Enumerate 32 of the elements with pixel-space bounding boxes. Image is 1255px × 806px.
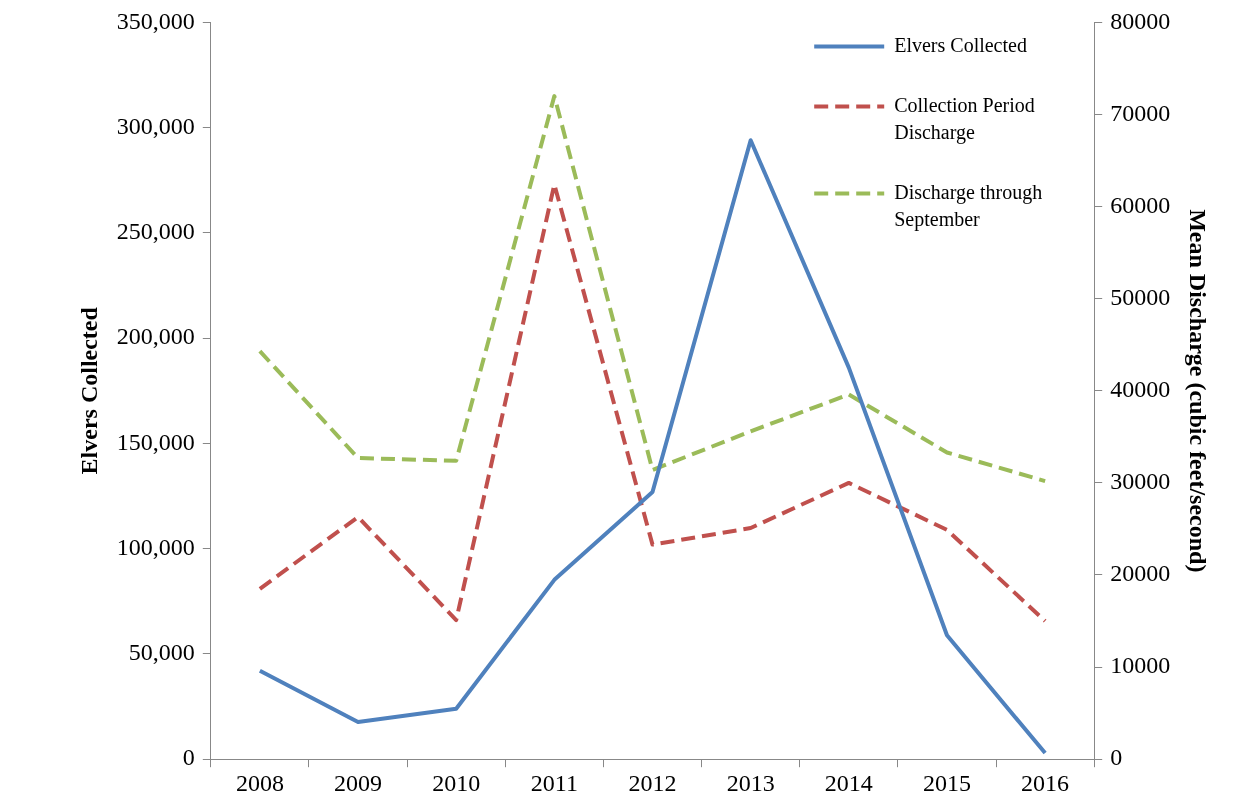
legend-label: Discharge through September <box>894 180 1043 231</box>
x-tick-label: 2011 <box>530 769 578 796</box>
x-tick-label: 2012 <box>628 769 677 796</box>
y-tick-label: 300,000 <box>116 112 195 139</box>
y2-tick-label: 10000 <box>1110 652 1171 679</box>
x-tick-label: 2013 <box>726 769 775 796</box>
x-tick-label: 2014 <box>824 769 873 796</box>
y2-tick-label: 0 <box>1110 744 1123 771</box>
y-tick-label: 200,000 <box>116 323 195 350</box>
x-tick-label: 2015 <box>922 769 971 796</box>
y-tick-label: 50,000 <box>128 639 195 666</box>
y2-axis-title: Mean Discharge (cubic feet/second) <box>1185 209 1212 573</box>
y2-tick-label: 40000 <box>1110 376 1171 403</box>
x-tick-label: 2009 <box>334 769 383 796</box>
y-axis-title: Elvers Collected <box>75 306 102 475</box>
y-tick-label: 100,000 <box>116 533 195 560</box>
x-tick-label: 2008 <box>235 769 284 796</box>
legend-label: Collection Period Discharge <box>894 93 1035 144</box>
y2-tick-label: 80000 <box>1110 7 1171 34</box>
y2-tick-label: 20000 <box>1110 560 1171 587</box>
y-tick-label: 250,000 <box>116 218 195 245</box>
x-tick-label: 2016 <box>1021 769 1070 796</box>
y2-tick-label: 60000 <box>1110 191 1171 218</box>
y2-tick-label: 30000 <box>1110 468 1171 495</box>
y2-tick-label: 50000 <box>1110 284 1171 310</box>
legend-label: Elvers Collected <box>894 33 1027 56</box>
y-tick-label: 350,000 <box>116 7 195 34</box>
y2-tick-label: 70000 <box>1110 99 1171 126</box>
y-tick-label: 0 <box>182 744 195 771</box>
line-series <box>257 94 1048 484</box>
x-tick-label: 2010 <box>432 769 481 796</box>
y-tick-label: 150,000 <box>116 428 195 455</box>
